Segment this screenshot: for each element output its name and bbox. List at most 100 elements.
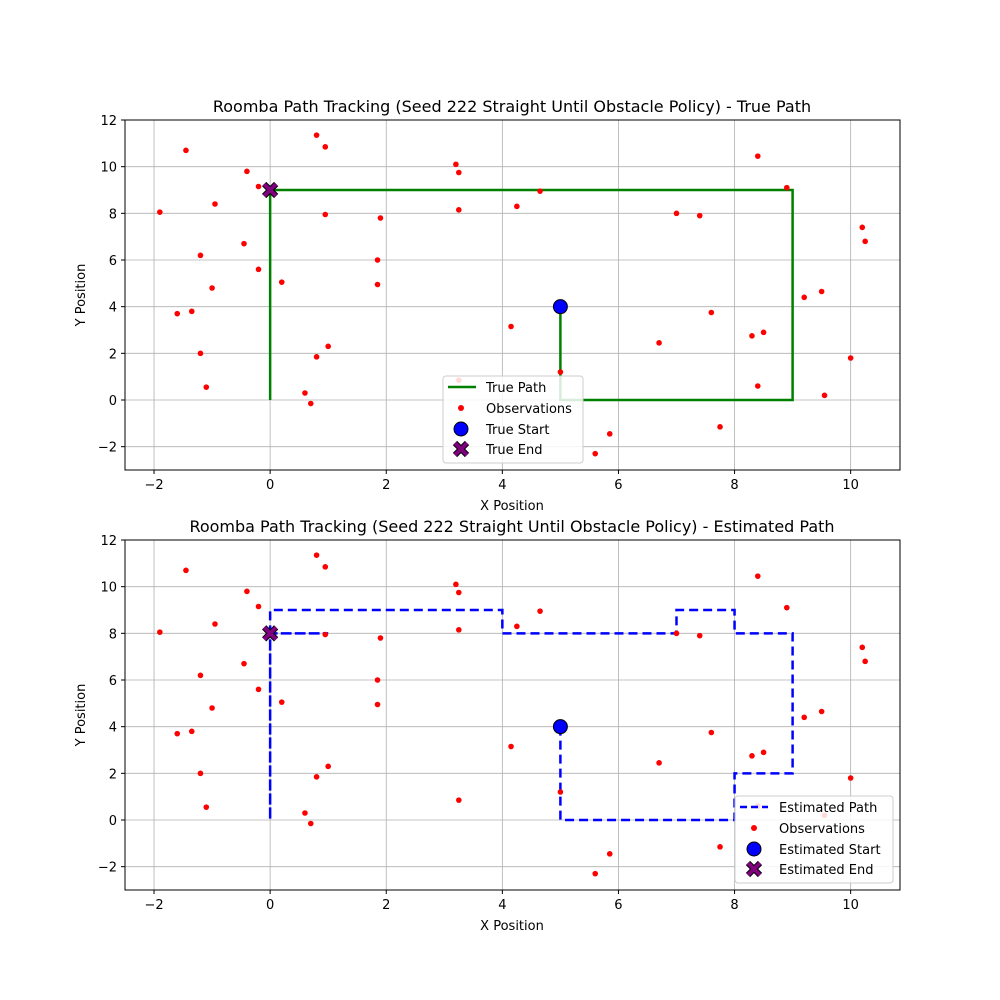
legend-observations-swatch	[458, 405, 464, 411]
y-tick-label: 6	[109, 674, 117, 689]
observation-point	[212, 621, 218, 627]
plot-frame	[124, 539, 901, 891]
x-tick-label: 8	[730, 898, 738, 913]
observation-point	[278, 279, 285, 285]
true-path-chart: Roomba Path Tracking (Seed 222 Straight …	[74, 97, 901, 514]
legend-observations-swatch	[751, 825, 757, 831]
observation-point	[514, 623, 520, 630]
y-axis-label: Y Position	[74, 264, 89, 328]
observation-point	[862, 658, 868, 665]
observation-point	[209, 705, 215, 711]
observation-point	[174, 310, 181, 317]
observation-point	[188, 308, 195, 315]
observation-point	[606, 431, 613, 437]
ticks: −2 0 2 4 6 8 10 −2 0 2 4 6 8 10 12	[98, 114, 859, 493]
observation-point	[255, 183, 262, 190]
x-axis-label: X Position	[480, 499, 544, 514]
observation-point	[453, 161, 459, 168]
observation-point	[656, 760, 662, 766]
y-tick-label: −2	[98, 861, 117, 876]
observation-point	[859, 644, 866, 651]
observation-point	[783, 604, 790, 611]
observation-point	[197, 252, 204, 259]
chart-title: Roomba Path Tracking (Seed 222 Straight …	[213, 97, 811, 116]
observation-point	[456, 169, 462, 176]
markers-layer	[262, 181, 568, 315]
x-axis-label: X Position	[480, 919, 544, 934]
observation-point	[847, 355, 854, 361]
x-tick-label: 4	[498, 478, 506, 493]
observation-point	[696, 632, 703, 639]
observations-layer	[157, 132, 868, 457]
observation-point	[696, 212, 703, 219]
observation-point	[537, 188, 543, 194]
observation-point	[307, 820, 314, 827]
observation-point	[673, 210, 680, 217]
start-marker	[552, 299, 568, 315]
observation-point	[749, 753, 755, 759]
observation-point	[157, 209, 163, 215]
y-axis-label: Y Position	[74, 684, 89, 748]
x-tick-label: 6	[614, 478, 622, 493]
legend-start-label: True Start	[485, 423, 550, 438]
plot-frame	[124, 119, 901, 471]
y-tick-label: 6	[109, 254, 117, 269]
observation-point	[325, 763, 331, 770]
observation-point	[322, 144, 329, 150]
observation-point	[307, 400, 314, 407]
observation-point	[374, 257, 381, 263]
observation-point	[514, 203, 520, 210]
legend: True Path Observations True Start True E…	[442, 375, 584, 464]
observation-point	[255, 603, 262, 610]
observation-point	[197, 350, 204, 357]
observation-point	[377, 215, 384, 221]
observation-point	[557, 369, 564, 375]
y-tick-label: 10	[100, 581, 117, 596]
observation-point	[592, 870, 599, 877]
observation-point	[456, 207, 462, 213]
observation-point	[801, 294, 808, 301]
observation-point	[508, 323, 514, 330]
observation-point	[749, 333, 755, 339]
observation-point	[801, 714, 808, 721]
observation-point	[754, 573, 761, 579]
observation-point	[241, 240, 247, 247]
observation-point	[708, 309, 715, 316]
legend-path-label: True Path	[485, 381, 546, 396]
observation-point	[760, 749, 767, 756]
observation-point	[818, 708, 825, 715]
legend: Estimated Path Observations Estimated St…	[734, 795, 894, 884]
observation-point	[673, 630, 680, 637]
x-tick-label: 0	[266, 478, 274, 493]
observation-point	[818, 288, 825, 295]
x-tick-label: 0	[266, 898, 274, 913]
observation-point	[302, 810, 308, 816]
observation-point	[313, 552, 320, 558]
observation-point	[244, 168, 250, 175]
observation-point	[197, 770, 204, 777]
observation-point	[322, 564, 329, 570]
estimated-path-line	[268, 608, 794, 822]
observation-point	[302, 390, 308, 396]
observation-point	[157, 629, 163, 635]
observation-point	[197, 672, 204, 679]
y-tick-label: 12	[100, 534, 117, 549]
y-tick-label: 4	[109, 301, 117, 316]
observation-point	[255, 686, 262, 693]
y-tick-label: 0	[109, 814, 117, 829]
x-tick-label: 10	[842, 478, 859, 493]
legend-end-swatch	[453, 441, 469, 457]
y-tick-label: 12	[100, 114, 117, 129]
observation-point	[456, 797, 462, 803]
x-tick-label: 2	[382, 898, 390, 913]
ticks: −2 0 2 4 6 8 10 −2 0 2 4 6 8 10 12	[98, 534, 859, 913]
y-tick-label: 2	[109, 767, 117, 782]
observation-point	[203, 804, 210, 810]
observation-point	[377, 635, 384, 641]
observation-point	[322, 631, 329, 638]
observation-point	[203, 384, 210, 390]
observation-point	[754, 153, 761, 159]
observation-point	[847, 775, 854, 781]
y-tick-label: 10	[100, 161, 117, 176]
observation-point	[859, 224, 866, 231]
